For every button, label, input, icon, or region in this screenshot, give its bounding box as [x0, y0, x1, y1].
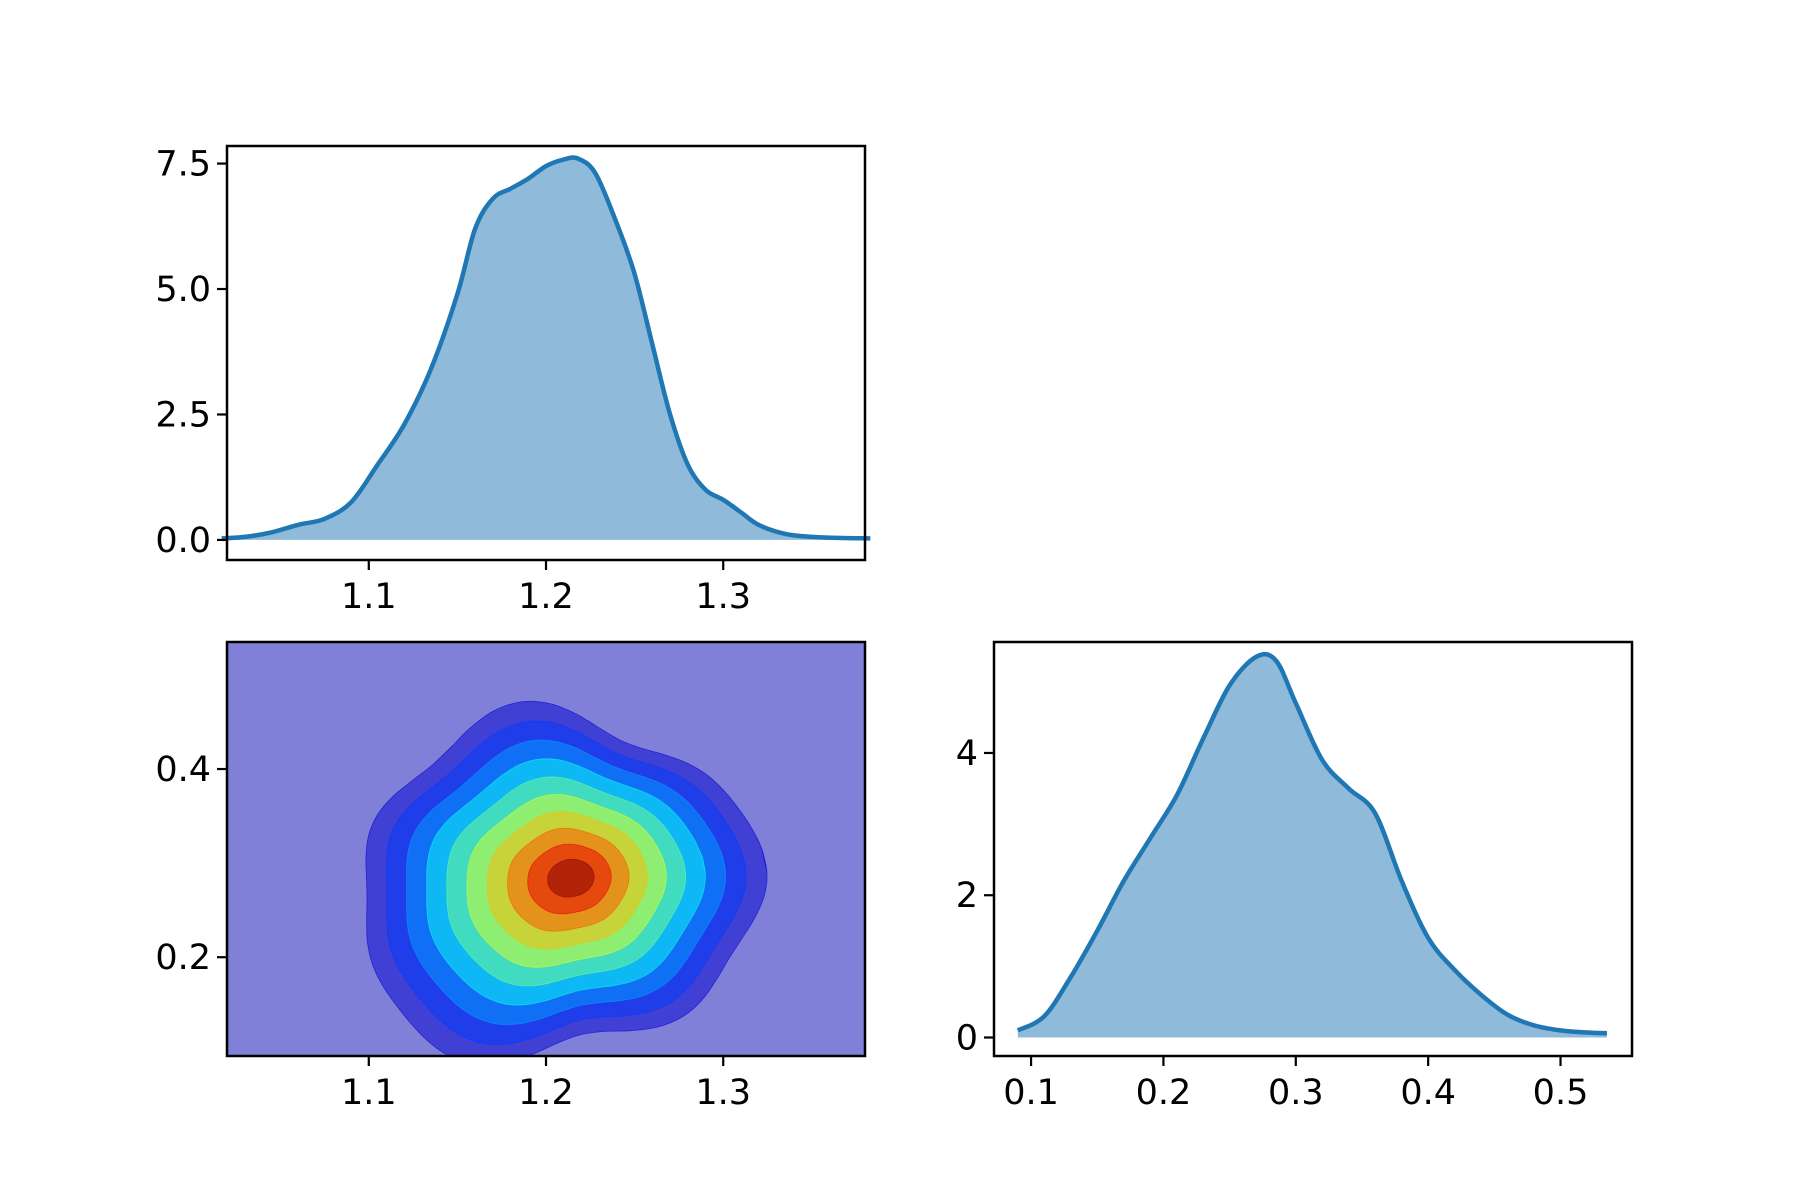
density-fill-area: [221, 157, 871, 540]
joint-density-contour-bottom-left: 1.1 1.2 1.3 0.2 0.4: [155, 640, 867, 1113]
density-curve-line: [1016, 651, 1607, 1036]
y-tick-label: 2: [956, 876, 978, 916]
x-tick-label: 0.1: [1003, 1073, 1059, 1113]
x-tick-label: 1.3: [695, 577, 751, 617]
axes-frame: [992, 640, 1634, 1058]
x-tick-label: 1.2: [518, 1073, 574, 1113]
density-fill-area: [1017, 654, 1607, 1038]
y-axis-ticks: 0.2 0.4: [155, 750, 227, 978]
marginal-density-bottom-right: 0.1 0.2 0.3 0.4 0.5 0 2 4: [956, 640, 1634, 1113]
contour-level: [547, 858, 595, 898]
x-tick-label: 1.3: [695, 1073, 751, 1113]
y-tick-label: 4: [956, 734, 978, 774]
y-axis-ticks: 0.0 2.5 5.0 7.5: [155, 145, 227, 561]
x-tick-label: 0.5: [1533, 1073, 1589, 1113]
density-curve-line: [221, 155, 871, 541]
x-axis-ticks: 1.1 1.2 1.3: [341, 1056, 751, 1113]
contour-levels: [365, 700, 768, 1056]
y-tick-label: 5.0: [155, 270, 211, 310]
x-axis-ticks: 1.1 1.2 1.3: [341, 560, 751, 617]
y-axis-ticks: 0 2 4: [956, 734, 994, 1059]
x-tick-label: 0.4: [1400, 1073, 1456, 1113]
x-tick-label: 1.2: [518, 577, 574, 617]
x-tick-label: 0.2: [1136, 1073, 1192, 1113]
y-tick-label: 7.5: [155, 145, 211, 185]
y-tick-label: 0.0: [155, 521, 211, 561]
x-axis-ticks: 0.1 0.2 0.3 0.4 0.5: [1003, 1056, 1588, 1113]
y-tick-label: 2.5: [155, 395, 211, 435]
x-tick-label: 1.1: [341, 577, 397, 617]
y-tick-label: 0: [956, 1019, 978, 1059]
x-tick-label: 1.1: [341, 1073, 397, 1113]
x-tick-label: 0.3: [1268, 1073, 1324, 1113]
marginal-density-top-left: 1.1 1.2 1.3 0.0 2.5 5.0 7.5: [155, 145, 871, 617]
y-tick-label: 0.2: [155, 938, 211, 978]
y-tick-label: 0.4: [155, 750, 211, 790]
